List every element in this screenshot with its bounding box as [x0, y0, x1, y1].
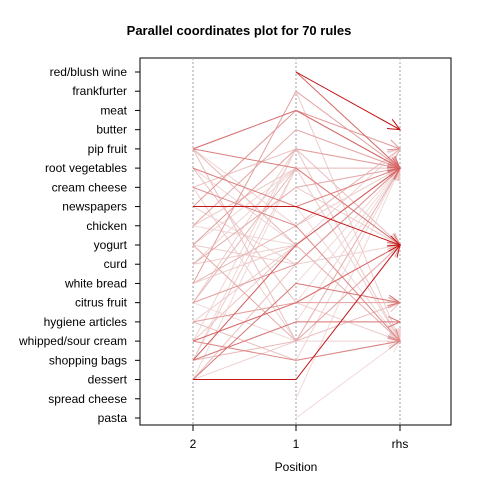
x-axis-title: Position	[275, 460, 318, 474]
plot-frame	[139, 57, 452, 426]
rule-arrowhead	[388, 244, 401, 258]
rule-line	[192, 90, 401, 284]
rule-line	[193, 244, 401, 381]
rule-line	[193, 206, 401, 246]
y-tick-label-pip-fruit: pip fruit	[88, 142, 128, 156]
rule-5	[193, 244, 401, 381]
rule-64	[295, 340, 401, 419]
y-tick-label-citrus-fruit: citrus fruit	[75, 296, 128, 310]
rule-arrowhead	[387, 118, 402, 131]
y-axis: red/blush wine frankfurter meat butter pip f…	[18, 65, 140, 425]
y-tick-label-frankfurter: frankfurter	[72, 84, 127, 98]
chart-title: Parallel coordinates plot for 70 rules	[127, 23, 352, 38]
y-tick-label-yogurt: yogurt	[94, 238, 128, 252]
rule-line	[295, 340, 401, 419]
rule-line	[295, 71, 401, 169]
rule-1	[295, 71, 402, 131]
rule-line	[192, 109, 401, 169]
rule-line	[192, 148, 401, 246]
x-tick-label-2: 2	[190, 437, 197, 451]
y-tick-label-chicken: chicken	[86, 219, 127, 233]
rule-line	[192, 321, 400, 361]
rule-line	[192, 167, 401, 361]
rule-line	[192, 186, 401, 342]
y-tick-label-curd: curd	[104, 257, 127, 271]
rule-arrowhead	[387, 294, 402, 307]
rule-arrowhead	[387, 167, 401, 180]
rule-2	[295, 71, 401, 169]
rule-line	[192, 167, 401, 304]
rule-line	[192, 244, 401, 342]
rule-9	[192, 316, 402, 361]
rule-line	[192, 148, 401, 246]
y-tick-label-butter: butter	[96, 123, 127, 137]
grid-lines	[192, 58, 401, 425]
rule-line	[192, 167, 401, 265]
y-tick-label-whipped-sour-cream: whipped/sour cream	[18, 334, 127, 348]
rule-line	[192, 244, 401, 342]
rule-line	[295, 167, 401, 361]
rule-arrowhead	[386, 139, 402, 151]
rule-line	[295, 71, 401, 131]
y-tick-label-shopping-bags: shopping bags	[49, 353, 127, 367]
x-tick-label-rhs: rhs	[392, 437, 409, 451]
y-tick-label-dessert: dessert	[88, 373, 128, 387]
rule-arrowhead	[387, 337, 402, 349]
rule-6	[192, 167, 401, 361]
rule-line	[295, 167, 401, 303]
y-tick-label-meat: meat	[100, 103, 127, 117]
y-tick-label-hygiene-articles: hygiene articles	[44, 315, 127, 329]
y-tick-label-red-blush-wine: red/blush wine	[50, 65, 128, 79]
y-tick-label-pasta: pasta	[98, 411, 128, 425]
y-tick-label-white-bread: white bread	[64, 276, 127, 290]
y-tick-label-root-vegetables: root vegetables	[45, 161, 127, 175]
y-tick-label-spread-cheese: spread cheese	[48, 392, 127, 406]
y-tick-label-cream-cheese: cream cheese	[52, 180, 128, 194]
rule-arrowhead	[387, 316, 402, 328]
rule-lines	[192, 71, 402, 419]
x-tick-label-1: 1	[293, 437, 300, 451]
x-axis: 2 1 rhs	[190, 425, 409, 451]
rule-line	[192, 129, 401, 227]
y-tick-label-newspapers: newspapers	[62, 200, 127, 214]
